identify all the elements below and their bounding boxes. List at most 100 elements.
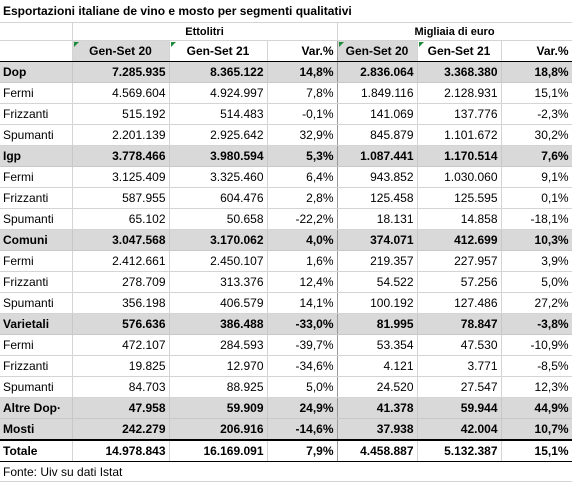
table-cell: 65.102 [72, 208, 170, 230]
table-cell: 386.488 [169, 313, 268, 335]
table-cell: 54.522 [337, 271, 418, 293]
table-cell: 0,1% [501, 187, 572, 209]
table-cell: 3.325.460 [169, 166, 268, 188]
table-cell: 943.852 [337, 166, 418, 188]
table-cell: 137.776 [417, 103, 502, 125]
table-row: Spumanti 2.201.139 2.925.642 32,9% 845.879 1.… [0, 124, 572, 146]
table-cell: 4.924.997 [169, 82, 268, 104]
table-row: Spumanti 356.198 406.579 14,1% 100.192 127.48… [0, 292, 572, 314]
table-cell: 14.858 [417, 208, 502, 230]
header-volume-2020: Gen-Set 20 [72, 40, 170, 62]
table-cell: -10,9% [501, 334, 572, 356]
total-cell: 14.978.843 [72, 439, 170, 462]
table-cell: 141.069 [337, 103, 418, 125]
table-cell: 81.995 [337, 313, 418, 335]
table-cell: 845.879 [337, 124, 418, 146]
table-cell: 15,1% [501, 82, 572, 104]
table-row: Frizzanti 278.709 313.376 12,4% 54.522 57.256… [0, 271, 572, 293]
cell-flag-icon [73, 42, 79, 47]
table-cell: 374.071 [337, 229, 418, 251]
table-cell: 3.778.466 [72, 145, 170, 167]
table-cell: 24,9% [267, 397, 338, 419]
table-cell: 1.087.441 [337, 145, 418, 167]
row-label: Mosti [0, 418, 73, 441]
table-cell: 2.128.931 [417, 82, 502, 104]
table-cell: 78.847 [417, 313, 502, 335]
row-label: Fermi [0, 82, 73, 104]
table-cell: 32,9% [267, 124, 338, 146]
table-cell: 6,4% [267, 166, 338, 188]
table-cell: 1,6% [267, 250, 338, 272]
table-cell: 47.958 [72, 397, 170, 419]
table-cell: 53.354 [337, 334, 418, 356]
unit-volume: Ettolitri [72, 22, 338, 41]
table-row: Altre Dop· 47.958 59.909 24,9% 41.378 59.944 4… [0, 397, 572, 419]
total-cell: 5.132.387 [417, 439, 502, 462]
table-cell: 7.285.935 [72, 61, 170, 83]
row-label: Igp [0, 145, 73, 167]
table-cell: 14,8% [267, 61, 338, 83]
table-cell: 242.279 [72, 418, 170, 441]
row-label: Frizzanti [0, 355, 73, 377]
total-cell: 16.169.091 [169, 439, 268, 462]
table-cell: 515.192 [72, 103, 170, 125]
table-cell: 3.980.594 [169, 145, 268, 167]
table-cell: 18,8% [501, 61, 572, 83]
table-cell: 42.004 [417, 418, 502, 441]
total-cell: 4.458.887 [337, 439, 418, 462]
table-cell: 1.849.116 [337, 82, 418, 104]
table-cell: -39,7% [267, 334, 338, 356]
header-value-2021: Gen-Set 21 [417, 40, 502, 62]
table-row: Fermi 472.107 284.593 -39,7% 53.354 47.530 -10… [0, 334, 572, 356]
table-row: Fermi 2.412.661 2.450.107 1,6% 219.357 227.95… [0, 250, 572, 272]
table-cell: -22,2% [267, 208, 338, 230]
table-cell: 206.916 [169, 418, 268, 441]
total-cell: 7,9% [267, 439, 338, 462]
table-cell: 57.256 [417, 271, 502, 293]
table-cell: 84.703 [72, 376, 170, 398]
table-cell: -33,0% [267, 313, 338, 335]
table-cell: 3.125.409 [72, 166, 170, 188]
table-cell: 5,0% [267, 376, 338, 398]
row-label: Dop [0, 61, 73, 83]
table-cell: 127.486 [417, 292, 502, 314]
row-label: Frizzanti [0, 187, 73, 209]
row-label: Frizzanti [0, 271, 73, 293]
row-label: Spumanti [0, 292, 73, 314]
table-cell: 50.658 [169, 208, 268, 230]
table-cell: 41.378 [337, 397, 418, 419]
table-cell: 3.771 [417, 355, 502, 377]
table-cell: 14,1% [267, 292, 338, 314]
table-cell: 4.121 [337, 355, 418, 377]
header-volume-2021: Gen-Set 21 [169, 40, 268, 62]
table-cell: 10,7% [501, 418, 572, 441]
table-cell: 587.955 [72, 187, 170, 209]
table-cell: 7,6% [501, 145, 572, 167]
table-cell: 472.107 [72, 334, 170, 356]
row-label: Fermi [0, 334, 73, 356]
table-cell: 227.957 [417, 250, 502, 272]
table-row: Frizzanti 515.192 514.483 -0,1% 141.069 137.7… [0, 103, 572, 125]
cell-flag-icon [170, 42, 176, 47]
table-cell: 5,0% [501, 271, 572, 293]
table-cell: 406.579 [169, 292, 268, 314]
table-cell: 2.201.139 [72, 124, 170, 146]
table-cell: 3,9% [501, 250, 572, 272]
table-cell: 278.709 [72, 271, 170, 293]
table-cell: 2.925.642 [169, 124, 268, 146]
table-cell: 8.365.122 [169, 61, 268, 83]
table-cell: 4,0% [267, 229, 338, 251]
table-cell: 12.970 [169, 355, 268, 377]
table-cell: 3.047.568 [72, 229, 170, 251]
total-row: Totale 14.978.843 16.169.091 7,9% 4.458.887 5… [0, 439, 572, 462]
row-label: Varietali [0, 313, 73, 335]
table-cell: 12,3% [501, 376, 572, 398]
table-cell: 576.636 [72, 313, 170, 335]
table-cell: -0,1% [267, 103, 338, 125]
table-cell: 30,2% [501, 124, 572, 146]
table-cell: 1.101.672 [417, 124, 502, 146]
table-cell: -3,8% [501, 313, 572, 335]
table-cell: 412.699 [417, 229, 502, 251]
